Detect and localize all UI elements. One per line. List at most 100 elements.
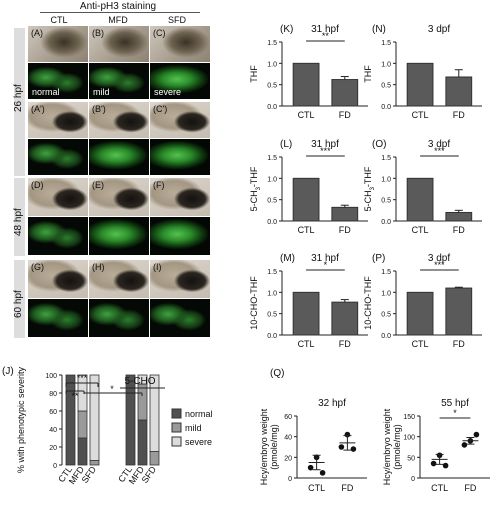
y-axis-label: THF <box>363 65 373 83</box>
panel-label: (B') <box>92 104 106 114</box>
row-bar-60hpf <box>14 260 25 338</box>
y-axis-label: 5-CH3-THF <box>249 166 262 211</box>
image-I-fluor <box>150 299 210 337</box>
y-tick-label: 0 <box>53 463 57 470</box>
stacked-bar-segment <box>77 410 88 439</box>
y-tick-label: 50 <box>407 455 415 462</box>
significance-label: * <box>110 384 114 394</box>
stacked-bar-segment <box>125 374 136 466</box>
stacked-bar-segment <box>137 383 148 421</box>
y-tick-label: 1.5 <box>381 155 391 162</box>
row-bar-26hpf <box>14 28 25 176</box>
y-tick-label: 0.5 <box>267 312 277 319</box>
data-point <box>307 464 314 471</box>
y-tick-label: 1.0 <box>267 61 277 68</box>
data-point <box>319 470 326 476</box>
y-tick-label: 1.5 <box>381 269 391 276</box>
panel-label: (L) <box>280 139 292 150</box>
y-axis-label: THF <box>249 65 259 83</box>
panel-label: (C') <box>153 104 168 114</box>
y-axis-unit: (pmole/mg) <box>392 424 402 470</box>
y-tick-label: 20 <box>49 445 57 452</box>
y-axis-label: Hcy/embryo weight <box>259 408 269 485</box>
header-underline <box>40 12 200 13</box>
panel-label: (M) <box>280 253 295 264</box>
panel-label: (A') <box>31 104 45 114</box>
x-tick-label: CTL <box>308 483 325 493</box>
x-tick-label: FD <box>453 110 465 120</box>
panel-label: (E) <box>92 180 104 190</box>
panel-label: (I) <box>153 262 162 272</box>
bar <box>445 287 473 336</box>
y-tick-label: 20 <box>284 455 292 462</box>
x-tick-label: CTL <box>412 225 429 235</box>
x-tick-label: FD <box>339 110 351 120</box>
y-axis-label: Hcy/embryo weight <box>382 408 392 485</box>
y-tick-label: 100 <box>45 373 57 380</box>
image-A-prime: (A') <box>28 102 88 138</box>
bar <box>292 62 320 107</box>
data-point <box>350 446 357 452</box>
bar <box>292 177 320 222</box>
row-bar-48hpf <box>14 178 25 256</box>
x-tick-label: FD <box>339 339 351 349</box>
y-tick-label: 150 <box>403 414 415 421</box>
panel-label: (K) <box>280 24 293 35</box>
y-axis-label: 10-CHO-THF <box>363 276 373 330</box>
chart-title: 3 dpf <box>428 139 450 150</box>
y-tick-label: 40 <box>284 435 292 442</box>
legend-label: normal <box>185 409 213 419</box>
panel-label: (O) <box>372 139 386 150</box>
image-I: (I) <box>150 260 210 298</box>
data-point <box>430 460 437 467</box>
image-C-prime: (C') <box>150 102 210 138</box>
x-tick-label: CTL <box>298 110 315 120</box>
legend-swatch <box>171 436 182 447</box>
panel-label: (F) <box>153 180 165 190</box>
stacked-bar-segment <box>65 374 76 466</box>
panel-label: (Q) <box>270 368 284 379</box>
panel-label: (H) <box>92 262 105 272</box>
y-tick-label: 1.5 <box>267 155 277 162</box>
data-point <box>442 462 449 469</box>
data-point <box>461 442 468 448</box>
panel-label: (C) <box>153 28 166 38</box>
col-label-mfd: MFD <box>108 15 128 25</box>
group-label: 5-CHO <box>124 376 155 387</box>
chart-title: 3 dpf <box>428 253 450 264</box>
y-axis-unit: (pmole/mg) <box>269 424 279 470</box>
image-A-prime-fluor <box>28 139 88 175</box>
chart-title: 31 hpf <box>311 253 339 264</box>
image-B-prime-fluor <box>89 139 149 175</box>
image-F: (F) <box>150 178 210 216</box>
chart-title: 31 hpf <box>311 139 339 150</box>
bar <box>406 177 434 222</box>
significance-label: *** <box>77 373 88 383</box>
bar <box>331 301 359 336</box>
y-tick-label: 1.5 <box>267 40 277 47</box>
x-tick-label: CTL <box>298 339 315 349</box>
image-D: (D) <box>28 178 88 216</box>
y-tick-label: 0.5 <box>267 198 277 205</box>
y-tick-label: 0.0 <box>381 219 391 226</box>
severity-normal: normal <box>32 87 60 97</box>
y-tick-label: 0 <box>411 476 415 483</box>
severity-severe: severe <box>154 87 182 97</box>
y-axis-label: 10-CHO-THF <box>249 276 259 330</box>
x-tick-label: CTL <box>412 339 429 349</box>
severity-mild: mild <box>93 87 110 97</box>
x-tick-label: SFD <box>80 464 99 485</box>
y-tick-label: 0 <box>288 476 292 483</box>
legend-swatch <box>171 408 182 419</box>
bar <box>331 206 359 222</box>
significance-label: ** <box>322 31 330 41</box>
significance-label: *** <box>434 260 445 270</box>
bar <box>406 62 434 107</box>
y-tick-label: 0.0 <box>381 333 391 340</box>
image-E: (E) <box>89 178 149 216</box>
y-tick-label: 60 <box>49 409 57 416</box>
image-D-fluor <box>28 217 88 255</box>
significance-label: *** <box>320 146 331 156</box>
col-label-sfd: SFD <box>168 15 186 25</box>
